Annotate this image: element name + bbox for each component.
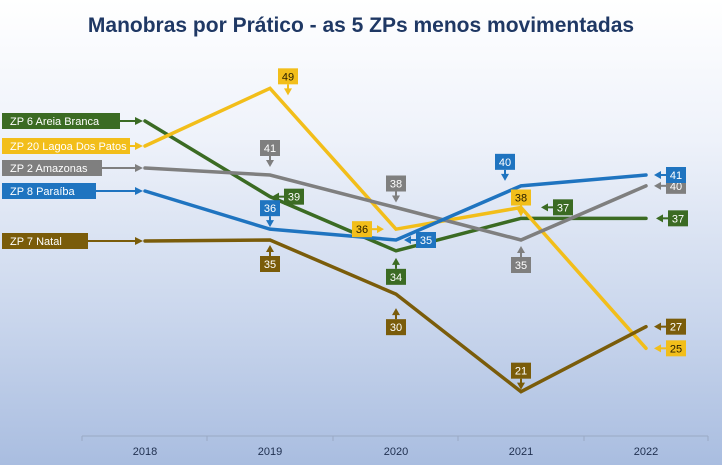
x-tick-label-2018: 2018 xyxy=(133,446,157,458)
chart-title: Manobras por Prático - as 5 ZPs menos mo… xyxy=(88,14,634,37)
data-label-arrowhead xyxy=(654,344,661,353)
data-label-arrowhead xyxy=(266,160,274,167)
data-label-arrowhead xyxy=(392,308,400,316)
data-label-arrowhead xyxy=(517,382,525,390)
legend-arrowhead xyxy=(135,164,143,172)
data-label-arrowhead xyxy=(266,220,274,228)
legend-swatch-zp-6-areia-branca xyxy=(2,113,120,129)
data-label-arrowhead xyxy=(272,192,279,201)
legend-swatch-zp-2-amazonas xyxy=(2,160,102,176)
data-label-box xyxy=(386,268,406,285)
series-line-zp-2-amazonas xyxy=(143,166,648,242)
series-line-zp-7-natal xyxy=(143,238,648,394)
data-label-zp-2-amazonas-2021: 35 xyxy=(515,260,527,272)
data-label-zp-8-paraiba-2020: 35 xyxy=(420,235,432,247)
data-label-box xyxy=(260,200,280,217)
data-label-zp-6-areia-branca-2022: 37 xyxy=(672,213,684,225)
legend-label-zp-2-amazonas: ZP 2 Amazonas xyxy=(10,163,88,175)
legend-arrowhead xyxy=(135,187,143,195)
data-label-zp-8-paraiba-2019: 36 xyxy=(264,203,276,215)
legend-arrowhead xyxy=(135,117,143,125)
data-label-zp-6-areia-branca-2021: 37 xyxy=(557,202,569,214)
data-label-zp-20-lagoa-dos-patos-2019: 49 xyxy=(282,71,294,83)
data-label-box xyxy=(284,188,304,205)
x-tick-label-2019: 2019 xyxy=(258,446,282,458)
legend-arrowhead xyxy=(135,142,143,150)
data-label-zp-8-paraiba-2021: 40 xyxy=(499,157,511,169)
legend-label-zp-20-lagoa-dos-patos: ZP 20 Lagoa Dos Patos xyxy=(10,141,127,153)
data-label-zp-2-amazonas-2022: 40 xyxy=(670,181,682,193)
data-label-arrowhead xyxy=(392,257,400,265)
data-label-zp-20-lagoa-dos-patos-2020: 36 xyxy=(356,224,368,236)
data-label-box xyxy=(352,221,372,238)
data-label-arrowhead xyxy=(517,209,525,217)
data-label-arrowhead xyxy=(266,245,274,252)
data-label-arrowhead xyxy=(654,322,661,331)
data-label-box xyxy=(666,318,686,335)
data-label-box xyxy=(416,232,436,248)
data-label-zp-20-lagoa-dos-patos-2022: 25 xyxy=(670,343,682,355)
data-label-arrowhead xyxy=(654,171,661,179)
data-label-arrowhead xyxy=(392,195,400,203)
series-line-zp-20-lagoa-dos-patos xyxy=(143,86,648,351)
legend-label-zp-7-natal: ZP 7 Natal xyxy=(10,236,62,248)
data-label-box xyxy=(260,140,280,156)
data-label-box xyxy=(386,319,406,336)
legend-swatch-zp-7-natal xyxy=(2,233,88,249)
series-layer xyxy=(143,86,648,394)
data-label-arrowhead xyxy=(656,214,663,223)
legend: ZP 6 Areia Branca ZP 20 Lagoa Dos Patos ZP… xyxy=(2,113,143,249)
data-label-arrowhead xyxy=(284,88,292,96)
data-label-zp-2-amazonas-2020: 38 xyxy=(390,179,402,191)
data-label-zp-6-areia-branca-2020: 34 xyxy=(390,272,402,284)
x-tick-label-2022: 2022 xyxy=(634,446,658,458)
data-label-box xyxy=(666,167,686,183)
data-label-zp-7-natal-2020: 30 xyxy=(390,322,402,334)
legend-label-zp-6-areia-branca: ZP 6 Areia Branca xyxy=(10,116,100,128)
data-label-arrowhead xyxy=(404,236,411,244)
data-label-box xyxy=(260,256,280,272)
data-label-arrowhead xyxy=(517,246,525,253)
x-tick-label-2021: 2021 xyxy=(509,446,533,458)
data-label-zp-8-paraiba-2022: 41 xyxy=(670,170,682,182)
data-label-box xyxy=(511,362,531,379)
x-axis-ticks: 2018 2019 2020 2021 2022 xyxy=(81,436,709,458)
legend-swatch-zp-20-lagoa-dos-patos xyxy=(2,138,130,154)
data-label-box xyxy=(511,189,531,206)
data-label-arrowhead xyxy=(541,203,548,212)
data-label-arrowhead xyxy=(654,181,661,190)
data-label-zp-20-lagoa-dos-patos-2021: 38 xyxy=(515,193,527,205)
legend-arrowhead xyxy=(135,237,143,245)
data-label-arrowhead xyxy=(377,225,384,234)
legend-label-zp-8-paraiba: ZP 8 Paraíba xyxy=(10,186,75,198)
data-label-zp-7-natal-2022: 27 xyxy=(670,322,682,334)
data-label-box xyxy=(511,257,531,273)
data-label-zp-7-natal-2021: 21 xyxy=(515,366,527,378)
data-label-box xyxy=(278,68,298,85)
series-line-zp-8-paraiba xyxy=(143,173,648,242)
legend-swatch-zp-8-paraiba xyxy=(2,183,96,199)
x-tick-label-2020: 2020 xyxy=(384,446,408,458)
data-label-zp-7-natal-2019: 35 xyxy=(264,259,276,271)
data-label-box xyxy=(495,153,515,170)
data-label-box xyxy=(386,175,406,192)
data-label-zp-6-areia-branca-2019: 39 xyxy=(288,192,300,204)
data-label-zp-2-amazonas-2019: 41 xyxy=(264,143,276,155)
data-label-box xyxy=(553,199,573,216)
data-label-box xyxy=(666,340,686,357)
data-label-box xyxy=(668,210,688,227)
data-label-arrowhead xyxy=(501,173,509,181)
